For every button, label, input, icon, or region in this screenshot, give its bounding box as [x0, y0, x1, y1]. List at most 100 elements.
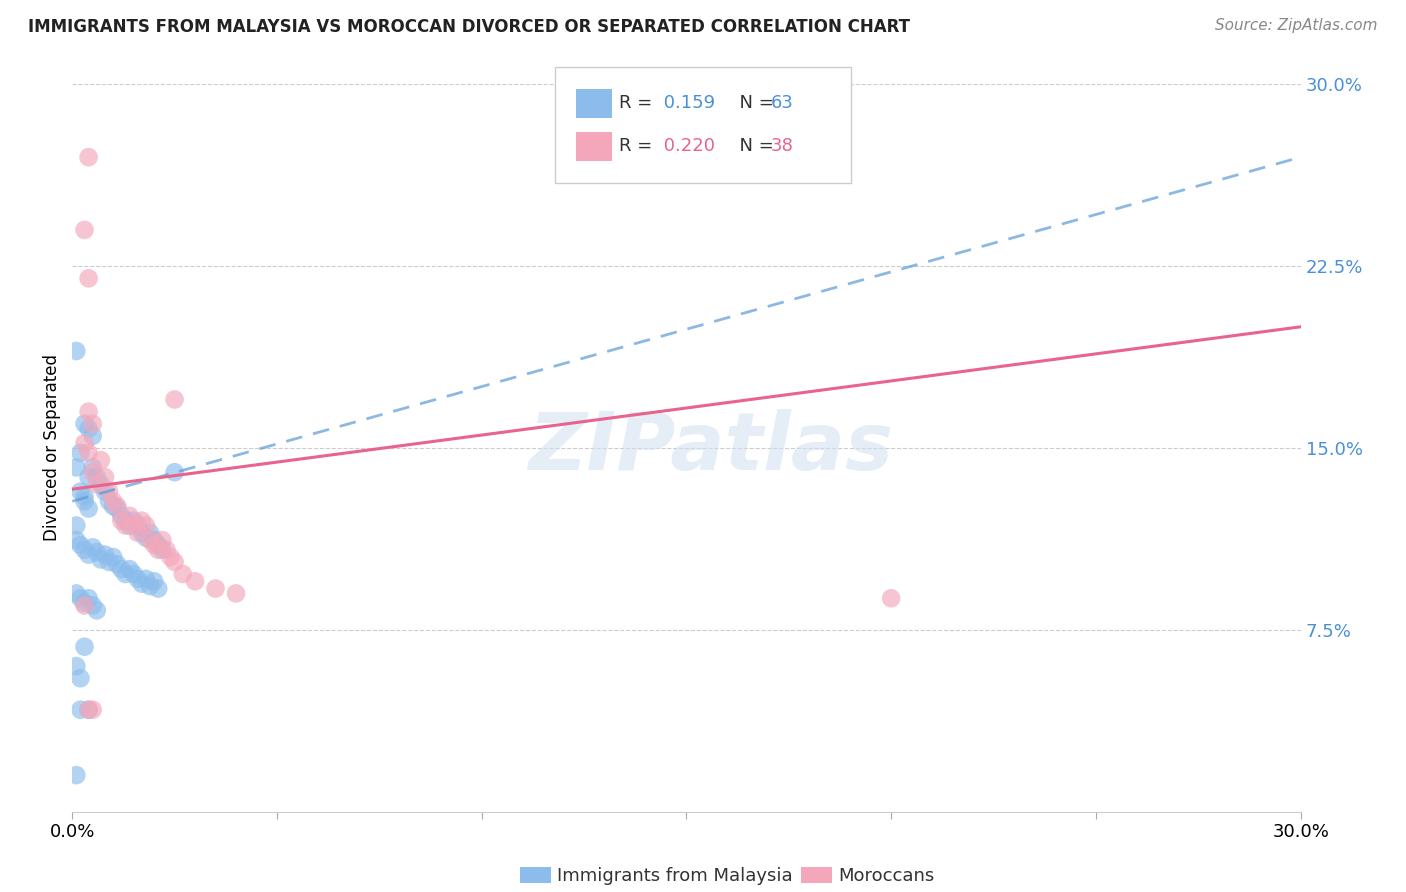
Point: [65, 659, 87, 673]
Point: [159, 549, 181, 564]
Point: [150, 533, 173, 547]
Point: [69, 703, 91, 717]
Point: [148, 582, 170, 596]
Point: [135, 518, 157, 533]
Point: [143, 533, 166, 547]
Point: [69, 484, 91, 499]
Point: [139, 579, 162, 593]
Point: [82, 541, 104, 555]
Point: [73, 640, 96, 654]
Point: [69, 538, 91, 552]
Point: [77, 421, 100, 435]
Point: [127, 525, 149, 540]
Point: [163, 465, 186, 479]
Text: 0.159: 0.159: [658, 95, 716, 112]
Point: [143, 574, 166, 589]
Point: [90, 552, 112, 566]
Point: [73, 490, 96, 504]
Point: [131, 576, 153, 591]
Point: [69, 591, 91, 606]
Point: [105, 501, 128, 516]
Text: IMMIGRANTS FROM MALAYSIA VS MOROCCAN DIVORCED OR SEPARATED CORRELATION CHART: IMMIGRANTS FROM MALAYSIA VS MOROCCAN DIV…: [28, 18, 910, 36]
Point: [73, 417, 96, 431]
Point: [127, 572, 149, 586]
Text: 38: 38: [770, 137, 793, 155]
Point: [114, 567, 136, 582]
Point: [77, 470, 100, 484]
Point: [82, 465, 104, 479]
Point: [86, 545, 108, 559]
Point: [127, 518, 149, 533]
Y-axis label: Divorced or Separated: Divorced or Separated: [44, 354, 60, 541]
Point: [135, 572, 157, 586]
Text: 63: 63: [770, 95, 793, 112]
Text: ZIPatlas: ZIPatlas: [529, 409, 893, 487]
Point: [90, 477, 112, 491]
Point: [101, 494, 124, 508]
Point: [163, 555, 186, 569]
Point: [77, 501, 100, 516]
Point: [118, 518, 141, 533]
Point: [94, 470, 117, 484]
Point: [110, 514, 132, 528]
Point: [105, 499, 128, 513]
Point: [77, 591, 100, 606]
Point: [880, 591, 903, 606]
Point: [150, 542, 173, 557]
Point: [122, 518, 145, 533]
Point: [90, 453, 112, 467]
Point: [73, 596, 96, 610]
Point: [65, 533, 87, 547]
Point: [73, 599, 96, 613]
Point: [105, 558, 128, 572]
Point: [77, 271, 100, 285]
Point: [65, 586, 87, 600]
Point: [110, 508, 132, 523]
Text: R =: R =: [619, 95, 658, 112]
Point: [73, 542, 96, 557]
Point: [114, 514, 136, 528]
Point: [77, 548, 100, 562]
Text: Moroccans: Moroccans: [838, 867, 934, 885]
Point: [101, 549, 124, 564]
Point: [101, 499, 124, 513]
Point: [65, 460, 87, 475]
Point: [86, 470, 108, 484]
Point: [114, 518, 136, 533]
Point: [172, 567, 194, 582]
Point: [118, 562, 141, 576]
Point: [82, 429, 104, 443]
Point: [98, 555, 121, 569]
Point: [82, 460, 104, 475]
Point: [184, 574, 207, 589]
Point: [225, 586, 247, 600]
Point: [148, 542, 170, 557]
Point: [204, 582, 226, 596]
Point: [86, 477, 108, 491]
Point: [143, 538, 166, 552]
Point: [77, 703, 100, 717]
Point: [82, 703, 104, 717]
Point: [139, 525, 162, 540]
Point: [163, 392, 186, 407]
Point: [65, 768, 87, 782]
Point: [73, 223, 96, 237]
Point: [131, 525, 153, 540]
Point: [131, 514, 153, 528]
Point: [69, 446, 91, 460]
Point: [86, 603, 108, 617]
Point: [82, 599, 104, 613]
Point: [65, 518, 87, 533]
Point: [148, 538, 170, 552]
Point: [110, 562, 132, 576]
Text: Source: ZipAtlas.com: Source: ZipAtlas.com: [1215, 18, 1378, 33]
Text: N =: N =: [728, 137, 780, 155]
Point: [135, 531, 157, 545]
Point: [94, 548, 117, 562]
Point: [82, 417, 104, 431]
Point: [77, 446, 100, 460]
Point: [77, 150, 100, 164]
Point: [69, 671, 91, 685]
Point: [73, 436, 96, 450]
Point: [98, 494, 121, 508]
